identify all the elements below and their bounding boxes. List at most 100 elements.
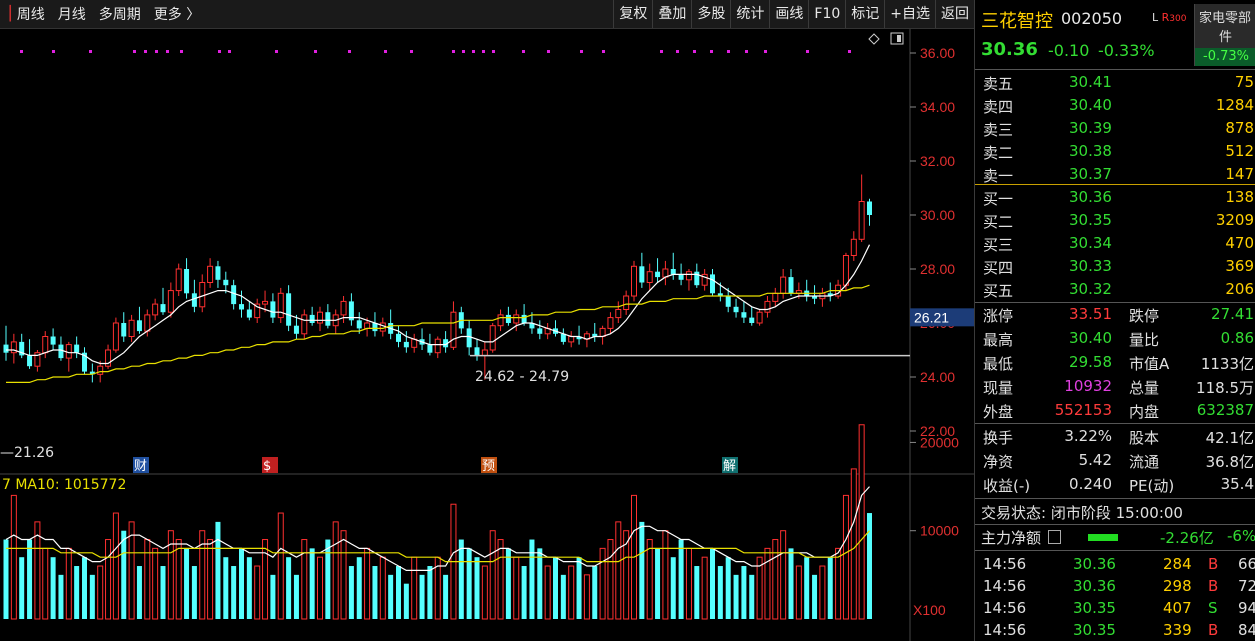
signal-dot <box>693 50 696 53</box>
volume-bar <box>231 566 237 619</box>
candle-body <box>74 344 80 353</box>
candle-body <box>379 322 386 332</box>
candle-body <box>254 303 261 319</box>
volume-bar <box>309 548 315 619</box>
bid-row: 买三 30.34 470 <box>975 232 1255 255</box>
list-icon[interactable] <box>1047 530 1061 544</box>
volume-bar <box>764 547 771 620</box>
bid-price: 30.34 <box>1069 234 1112 252</box>
tick-extra: 84 <box>1238 621 1255 639</box>
add-watchlist-button[interactable]: +自选 <box>884 0 935 28</box>
volume-bar <box>710 548 715 619</box>
tick-volume: 339 <box>1163 621 1192 639</box>
tick-row: 14:56 30.36 284 B 66 <box>975 553 1255 576</box>
kline-chart[interactable]: 7 MA10: 1015772 36.00 34.00 32.00 30.00 28.0… <box>0 29 974 641</box>
volume-bar <box>701 556 708 620</box>
volume-bar <box>10 494 17 620</box>
volume-bar <box>379 556 386 620</box>
candle-body <box>592 333 598 337</box>
stat-value: 3.22% <box>1064 427 1112 445</box>
volume-bar <box>356 557 362 619</box>
candle-body <box>867 201 872 215</box>
ask-price: 30.38 <box>1069 142 1112 160</box>
signal-dot <box>492 50 495 53</box>
signal-dot <box>384 50 387 53</box>
overlay-button[interactable]: 叠加 <box>652 0 691 28</box>
tick-row: 14:56 30.36 298 B 72 <box>975 575 1255 598</box>
tab-monthly[interactable]: 月线 <box>57 7 86 23</box>
stat-label: 最低 <box>983 355 1014 373</box>
volume-bars <box>3 424 872 620</box>
statistics-button[interactable]: 统计 <box>730 0 769 28</box>
signal-dot <box>472 50 475 53</box>
tab-multi-period[interactable]: 多周期 <box>98 7 141 23</box>
ask-label: 卖五 <box>983 75 1014 93</box>
tab-more[interactable]: 更多 〉 <box>153 7 201 23</box>
volume-bar <box>756 556 763 620</box>
bid-label: 买四 <box>983 259 1014 277</box>
event-marker-bg <box>481 457 497 473</box>
candle-body <box>631 265 637 297</box>
candle-body <box>756 311 763 324</box>
volume-bar <box>317 556 323 620</box>
adjust-button[interactable]: 复权 <box>613 0 652 28</box>
candle-body <box>167 290 174 313</box>
event-marker-bg <box>133 457 149 473</box>
signal-dot <box>764 50 767 53</box>
volume-bar <box>607 539 614 620</box>
signal-dot <box>482 50 485 53</box>
candle-body <box>42 336 49 354</box>
signal-dot <box>89 50 92 53</box>
signal-dot <box>348 50 351 53</box>
sector-box[interactable]: 家电零部 件 -0.73% <box>1194 4 1255 66</box>
price-tick-label: 36.00 <box>920 45 955 61</box>
back-button[interactable]: 返回 <box>935 0 974 28</box>
candle-body <box>19 341 25 356</box>
stat-value: 29.58 <box>1069 353 1112 371</box>
bid-price: 30.32 <box>1069 280 1112 298</box>
ask-volume: 75 <box>1234 73 1254 91</box>
volume-bar <box>65 547 72 620</box>
bid-label: 买二 <box>983 213 1014 231</box>
tick-time: 14:56 <box>983 621 1027 639</box>
signal-dot <box>275 50 278 53</box>
stat-label: 现量 <box>983 379 1014 397</box>
mark-button[interactable]: 标记 <box>845 0 884 28</box>
signal-dot <box>710 50 713 53</box>
draw-line-button[interactable]: 画线 <box>769 0 808 28</box>
volume-bar <box>733 574 739 619</box>
volume-bar <box>34 521 41 620</box>
moving-averages <box>6 244 910 383</box>
volume-unit: X100 <box>913 602 946 618</box>
signal-dot <box>20 50 23 53</box>
volume-bar <box>74 566 80 619</box>
tab-weekly[interactable]: 周线 <box>16 7 45 23</box>
badge-l: L <box>1152 11 1159 24</box>
ask-price: 30.37 <box>1069 165 1112 183</box>
candle-body <box>450 311 457 348</box>
candle-body <box>850 238 857 257</box>
tick-time: 14:56 <box>983 577 1027 595</box>
stat-label: 市值A <box>1129 355 1170 373</box>
volume-bar <box>215 521 221 619</box>
candle-body <box>175 268 182 292</box>
volume-bar <box>615 521 622 620</box>
multi-stock-button[interactable]: 多股 <box>691 0 730 28</box>
badge-r: R <box>1161 11 1170 24</box>
volume-bar <box>474 557 480 619</box>
bid-price: 30.36 <box>1069 188 1112 206</box>
vol-ma-long-line <box>6 530 870 563</box>
candles <box>3 174 872 383</box>
volume-bar <box>827 557 833 619</box>
volume-bar <box>262 539 269 620</box>
bid-price: 30.35 <box>1069 211 1112 229</box>
volume-bar <box>184 548 190 619</box>
candle-body <box>128 319 135 337</box>
volume-bar <box>812 574 818 619</box>
event-marker: $ <box>263 459 271 474</box>
volume-bar <box>592 566 598 619</box>
signal-dot <box>166 50 169 53</box>
f10-button[interactable]: F10 <box>808 0 845 28</box>
signal-dot <box>580 50 583 53</box>
tick-side: B <box>1208 577 1219 595</box>
